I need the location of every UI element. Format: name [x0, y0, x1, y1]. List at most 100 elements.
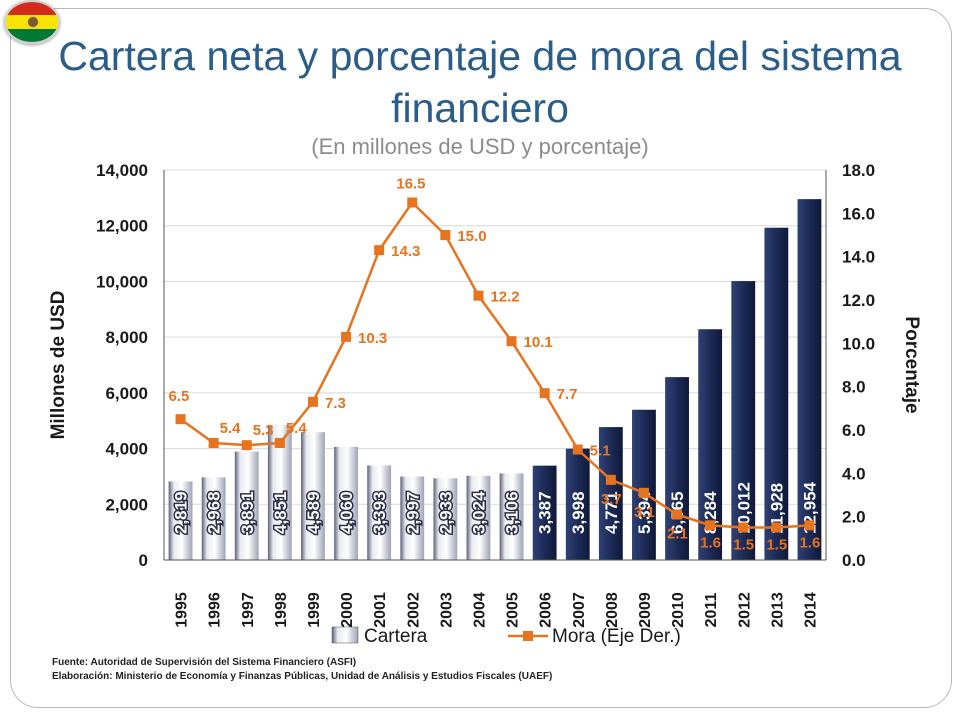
point-mora — [672, 509, 683, 520]
bar-cartera — [632, 409, 656, 560]
y-right-tick-label: 2.0 — [842, 508, 866, 527]
point-value-label: 7.7 — [557, 386, 578, 403]
y-right-axis-title: Porcentaje — [901, 316, 922, 413]
point-value-label: 12.2 — [490, 289, 519, 306]
point-mora — [208, 438, 219, 448]
bar-cartera — [400, 476, 425, 560]
y-tick-label: 10,000 — [96, 272, 148, 291]
bar-cartera — [764, 227, 789, 560]
x-tick-label: 1996 — [207, 592, 224, 628]
legend-swatch-cartera — [331, 626, 359, 644]
point-value-label: 7.3 — [325, 395, 346, 412]
y-right-tick-label: 16.0 — [842, 204, 875, 223]
bar-cartera — [301, 432, 325, 560]
y-tick-label: 12,000 — [96, 217, 148, 236]
point-value-label: 3.7 — [601, 491, 622, 508]
point-mora — [241, 440, 252, 451]
bar-cartera — [201, 477, 226, 560]
bar-value-label: 2,933 — [436, 491, 455, 534]
bar-cartera — [433, 478, 458, 560]
bar-value-label: 4,589 — [304, 491, 323, 534]
point-mora — [804, 520, 815, 531]
bar-cartera — [267, 424, 292, 560]
point-value-label: 15.0 — [457, 228, 486, 245]
bar-cartera — [532, 465, 557, 560]
point-mora — [274, 438, 285, 448]
point-value-label: 10.3 — [358, 330, 387, 347]
point-mora — [539, 388, 550, 399]
point-value-label: 14.3 — [391, 243, 420, 260]
point-mora — [374, 245, 385, 256]
bar-value-label: 4,851 — [271, 491, 290, 534]
bar-value-label: 3,387 — [536, 491, 555, 534]
legend-label-cartera: Cartera — [364, 626, 428, 647]
point-mora — [705, 520, 716, 531]
line-mora — [179, 200, 810, 529]
point-value-label: 5.4 — [220, 420, 242, 437]
y-right-tick-label: 0.0 — [842, 551, 866, 570]
bar-value-label: 2,997 — [403, 491, 422, 534]
point-value-label: 2.1 — [667, 526, 688, 543]
y-tick-label: 2,000 — [105, 495, 148, 514]
bar-cartera — [234, 451, 259, 560]
source-line-1: Fuente: Autoridad de Supervisión del Sis… — [52, 657, 357, 668]
x-tick-label: 2008 — [604, 592, 621, 628]
chart-subtitle: (En millones de USD y porcentaje) — [311, 134, 649, 159]
y-right-tick-label: 10.0 — [842, 334, 875, 353]
y-right-tick-label: 4.0 — [842, 464, 866, 483]
slide-title: Cartera neta y porcentaje de mora del si… — [58, 33, 902, 131]
y-tick-label: 6,000 — [105, 384, 148, 403]
y-right-tick-label: 18.0 — [842, 161, 875, 180]
x-tick-label: 1995 — [174, 592, 191, 628]
legend-label-mora: Mora (Eje Der.) — [552, 626, 681, 647]
y-tick-label: 0 — [139, 551, 148, 570]
y-right-tick-label: 8.0 — [842, 378, 866, 397]
x-tick-label: 2005 — [505, 592, 522, 628]
bar-cartera — [466, 475, 491, 560]
bar-value-label: 2,819 — [172, 491, 191, 534]
x-tick-label: 2012 — [736, 592, 753, 628]
point-mora — [407, 197, 418, 208]
point-value-label: 1.6 — [700, 534, 721, 551]
x-tick-label: 2009 — [637, 592, 654, 628]
point-value-label: 16.5 — [396, 176, 425, 193]
bar-value-label: 2,968 — [205, 491, 224, 534]
bar-value-label: 3,393 — [370, 491, 389, 534]
point-value-label: 1.5 — [766, 537, 787, 554]
bar-value-label: 3,891 — [238, 491, 257, 534]
x-tick-label: 2010 — [670, 592, 687, 628]
point-mora — [506, 336, 517, 347]
bar-cartera — [367, 465, 392, 560]
point-value-label: 5.1 — [590, 443, 611, 460]
point-mora — [473, 290, 484, 301]
x-tick-label: 1999 — [306, 592, 323, 628]
x-tick-label: 2002 — [405, 592, 422, 628]
legend-swatch-mora-marker — [523, 631, 533, 641]
point-value-label: 3.1 — [634, 504, 655, 521]
point-mora — [738, 522, 749, 533]
bar-value-label: 10,012 — [734, 482, 753, 534]
y-tick-label: 8,000 — [105, 328, 148, 347]
x-tick-label: 2000 — [339, 592, 356, 628]
y-tick-label: 4,000 — [105, 440, 148, 459]
bar-cartera — [665, 377, 689, 560]
point-mora — [605, 474, 616, 485]
y-right-tick-label: 14.0 — [842, 248, 875, 267]
y-right-tick-label: 6.0 — [842, 421, 866, 440]
y-axis-title: Millones de USD — [48, 291, 69, 440]
point-mora — [771, 522, 782, 533]
x-tick-label: 2001 — [372, 592, 389, 628]
bar-value-label: 3,024 — [469, 491, 488, 534]
point-value-label: 1.6 — [799, 534, 820, 551]
x-tick-label: 2007 — [571, 592, 588, 628]
point-value-label: 5.3 — [253, 422, 274, 439]
x-tick-label: 2013 — [769, 592, 786, 628]
bar-cartera — [698, 329, 723, 560]
point-value-label: 5.4 — [286, 420, 308, 437]
slide-frame — [10, 8, 952, 708]
point-mora — [440, 230, 451, 240]
bar-cartera — [565, 448, 590, 560]
bar-value-label: 4,060 — [337, 491, 356, 534]
x-tick-label: 2003 — [438, 592, 455, 628]
